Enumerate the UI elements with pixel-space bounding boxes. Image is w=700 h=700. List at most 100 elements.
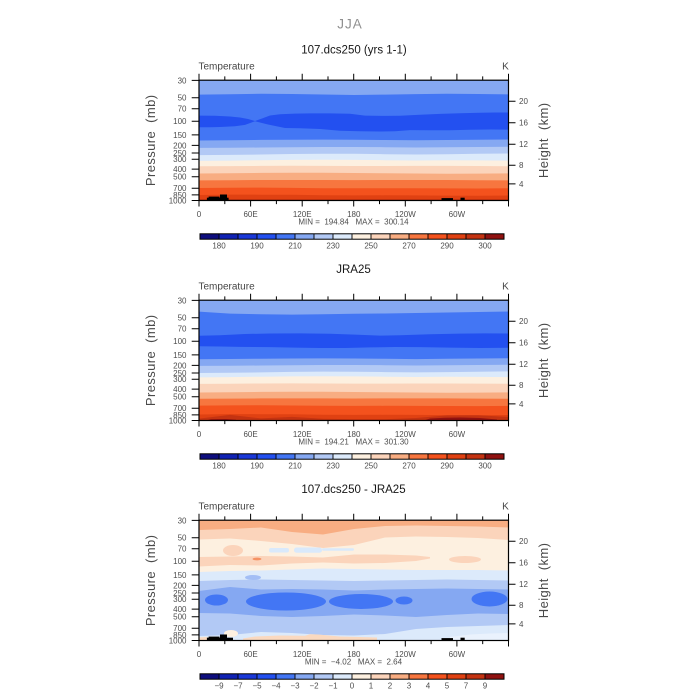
svg-text:1000: 1000: [169, 416, 187, 425]
svg-text:4: 4: [519, 400, 524, 409]
svg-text:Pressure (mb): Pressure (mb): [143, 315, 158, 407]
svg-text:60W: 60W: [449, 650, 466, 659]
svg-text:4: 4: [519, 620, 524, 629]
svg-text:Temperature: Temperature: [199, 62, 256, 73]
svg-text:1000: 1000: [169, 196, 187, 205]
svg-text:250: 250: [173, 149, 187, 158]
svg-text:250: 250: [173, 589, 187, 598]
svg-text:MIN = 194.21 MAX = 301.30: MIN = 194.21 MAX = 301.30: [298, 437, 409, 446]
svg-text:300: 300: [173, 155, 187, 164]
svg-text:16: 16: [519, 119, 528, 128]
svg-text:−9: −9: [214, 681, 224, 690]
svg-text:−5: −5: [252, 681, 262, 690]
svg-text:0: 0: [197, 210, 202, 219]
svg-text:700: 700: [173, 624, 187, 633]
svg-text:MIN = 194.84 MAX = 300.14: MIN = 194.84 MAX = 300.14: [298, 217, 409, 226]
svg-text:150: 150: [173, 131, 187, 140]
svg-text:400: 400: [173, 385, 187, 394]
svg-text:4: 4: [426, 681, 431, 690]
svg-text:Height (km): Height (km): [536, 103, 551, 179]
svg-text:Pressure (mb): Pressure (mb): [143, 535, 158, 627]
svg-text:7: 7: [464, 681, 469, 690]
svg-text:120E: 120E: [293, 650, 312, 659]
svg-text:60E: 60E: [243, 210, 257, 219]
svg-text:120W: 120W: [395, 650, 416, 659]
svg-text:Height (km): Height (km): [536, 323, 551, 399]
svg-text:9: 9: [483, 681, 488, 690]
svg-text:Temperature: Temperature: [199, 282, 256, 293]
svg-text:50: 50: [178, 534, 187, 543]
svg-text:60W: 60W: [449, 430, 466, 439]
svg-text:210: 210: [288, 241, 302, 250]
svg-text:210: 210: [288, 461, 302, 470]
svg-text:Pressure (mb): Pressure (mb): [143, 95, 158, 187]
svg-text:200: 200: [173, 361, 187, 370]
svg-text:30: 30: [178, 296, 187, 305]
svg-text:K: K: [502, 282, 509, 293]
svg-text:180: 180: [347, 650, 361, 659]
svg-text:1000: 1000: [169, 636, 187, 645]
svg-text:500: 500: [173, 393, 187, 402]
svg-text:290: 290: [440, 241, 454, 250]
svg-text:8: 8: [519, 161, 524, 170]
svg-text:180: 180: [347, 210, 361, 219]
svg-text:180: 180: [347, 430, 361, 439]
svg-text:100: 100: [173, 337, 187, 346]
svg-text:290: 290: [440, 461, 454, 470]
svg-text:2: 2: [388, 681, 393, 690]
svg-text:16: 16: [519, 559, 528, 568]
svg-text:230: 230: [326, 461, 340, 470]
svg-text:5: 5: [445, 681, 450, 690]
svg-text:120E: 120E: [293, 210, 312, 219]
svg-text:107.dcs250 - JRA25: 107.dcs250 - JRA25: [301, 484, 405, 496]
svg-text:−1: −1: [328, 681, 338, 690]
svg-text:60E: 60E: [243, 650, 257, 659]
svg-text:190: 190: [250, 461, 264, 470]
svg-text:0: 0: [197, 430, 202, 439]
svg-text:−3: −3: [290, 681, 300, 690]
svg-text:3: 3: [407, 681, 412, 690]
svg-text:12: 12: [519, 580, 528, 589]
svg-text:250: 250: [173, 369, 187, 378]
svg-text:200: 200: [173, 141, 187, 150]
svg-text:400: 400: [173, 605, 187, 614]
svg-text:300: 300: [173, 375, 187, 384]
svg-text:60W: 60W: [449, 210, 466, 219]
svg-text:250: 250: [364, 461, 378, 470]
svg-text:700: 700: [173, 404, 187, 413]
svg-text:70: 70: [178, 545, 187, 554]
svg-text:20: 20: [519, 97, 528, 106]
svg-text:150: 150: [173, 571, 187, 580]
svg-text:Height (km): Height (km): [536, 543, 551, 619]
svg-text:200: 200: [173, 581, 187, 590]
svg-text:70: 70: [178, 325, 187, 334]
svg-text:−4: −4: [271, 681, 281, 690]
svg-text:0: 0: [350, 681, 355, 690]
svg-text:500: 500: [173, 613, 187, 622]
svg-text:700: 700: [173, 184, 187, 193]
svg-text:300: 300: [173, 595, 187, 604]
svg-text:8: 8: [519, 601, 524, 610]
svg-text:16: 16: [519, 339, 528, 348]
svg-text:250: 250: [364, 241, 378, 250]
svg-text:1: 1: [369, 681, 374, 690]
svg-text:270: 270: [402, 241, 416, 250]
svg-text:500: 500: [173, 173, 187, 182]
svg-text:107.dcs250 (yrs 1-1): 107.dcs250 (yrs 1-1): [301, 44, 407, 56]
svg-text:8: 8: [519, 381, 524, 390]
svg-text:−7: −7: [233, 681, 243, 690]
svg-text:60E: 60E: [243, 430, 257, 439]
svg-text:12: 12: [519, 360, 528, 369]
svg-text:20: 20: [519, 537, 528, 546]
svg-text:12: 12: [519, 140, 528, 149]
svg-text:4: 4: [519, 180, 524, 189]
svg-text:0: 0: [197, 650, 202, 659]
svg-text:230: 230: [326, 241, 340, 250]
svg-text:270: 270: [402, 461, 416, 470]
svg-text:850: 850: [173, 191, 187, 200]
svg-text:850: 850: [173, 631, 187, 640]
svg-text:100: 100: [173, 117, 187, 126]
svg-text:100: 100: [173, 557, 187, 566]
svg-text:30: 30: [178, 76, 187, 85]
svg-text:MIN = −4.02 MAX = 2.64: MIN = −4.02 MAX = 2.64: [305, 657, 403, 666]
